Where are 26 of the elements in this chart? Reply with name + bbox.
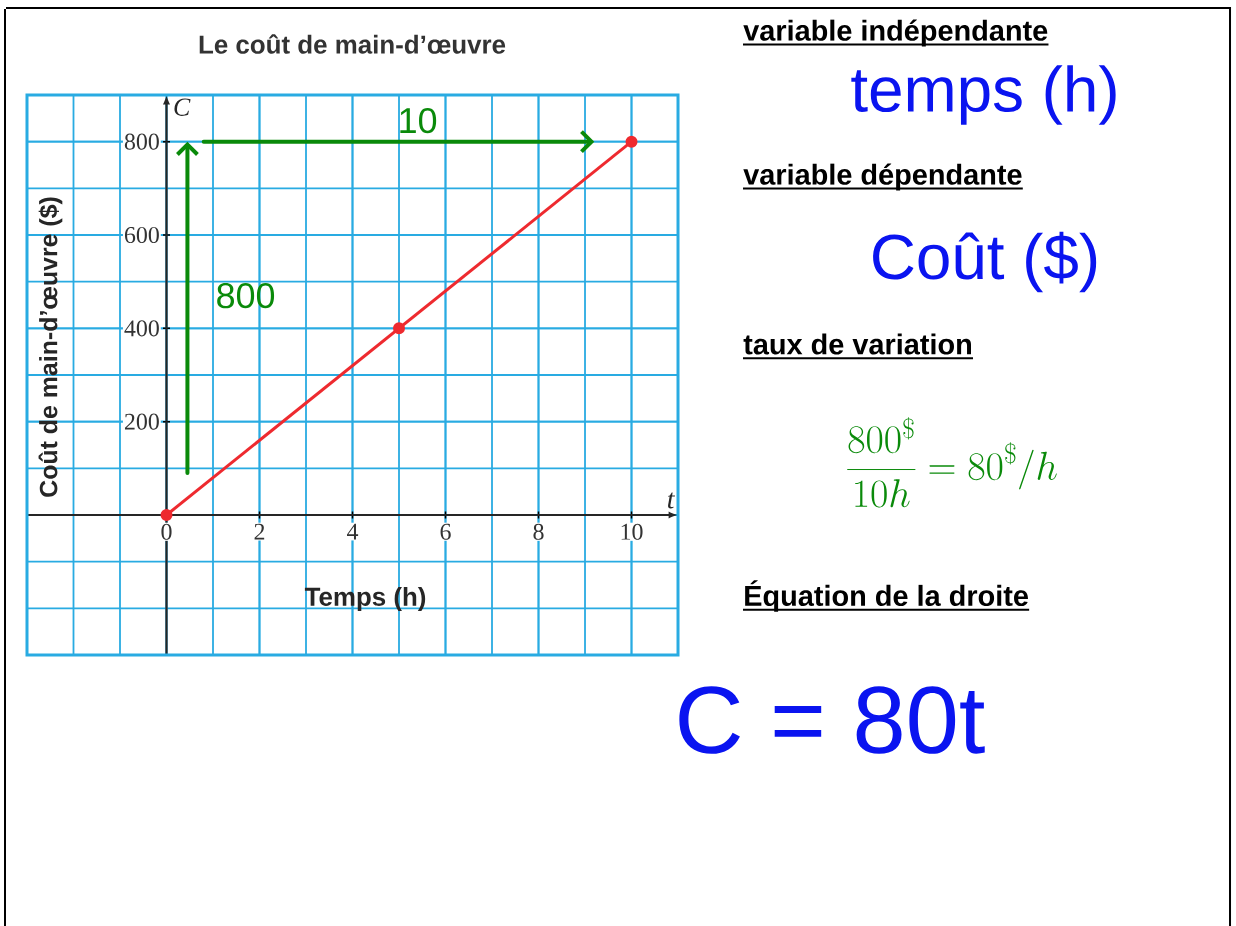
point	[625, 135, 638, 148]
annotation: t	[667, 492, 676, 509]
x-tick-label: 8	[533, 523, 544, 540]
annotation: C	[174, 98, 191, 116]
text: C = 80t	[679, 686, 985, 754]
point	[160, 509, 173, 521]
x-tick-label: 4	[346, 523, 359, 540]
text: Coût ($)	[873, 231, 1097, 293]
y-tick-label: 800	[124, 133, 159, 150]
point	[393, 322, 405, 335]
chart-title: Le coût de main-d’œuvre	[199, 34, 506, 54]
text: taux de variation	[743, 333, 971, 355]
y-tick-label: 200	[124, 413, 159, 430]
y-tick-label: 400	[124, 320, 159, 337]
x-tick-label: 6	[440, 523, 451, 540]
text: Équation de la droite	[745, 580, 1028, 612]
y-tick-label: 600	[124, 226, 159, 244]
x-tick-label: 2	[254, 523, 265, 540]
text: $\frac{800^{\$}}{10h}=80^{\$}/h$	[847, 417, 1057, 508]
annotation: 10	[400, 107, 437, 134]
x-tick-label: 10	[621, 523, 643, 540]
text: temps (h)	[851, 65, 1116, 125]
text: variable indépendante	[743, 19, 1048, 47]
x-tick-label: 0	[161, 523, 172, 540]
text: variable dépendante	[743, 163, 1022, 191]
y-axis-title: Coût de main-d’œuvre ($)	[38, 197, 63, 497]
